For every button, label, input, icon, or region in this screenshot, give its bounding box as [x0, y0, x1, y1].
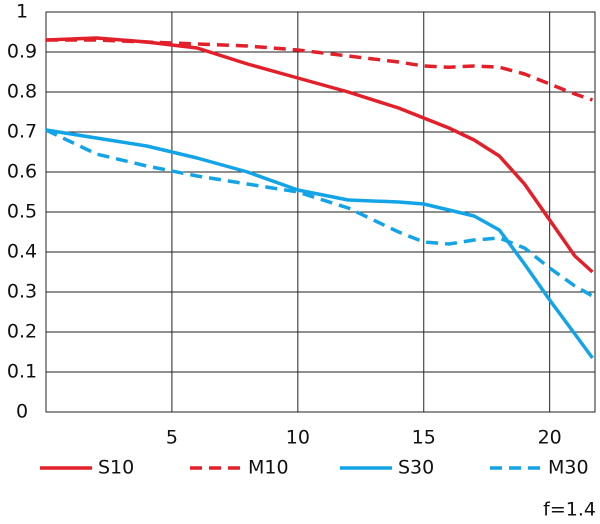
- y-tick-label: 0: [16, 401, 28, 423]
- y-tick-label: 0.5: [7, 201, 37, 223]
- legend-label: M30: [548, 457, 589, 479]
- legend-label: S10: [98, 457, 134, 479]
- series-line: [45, 128, 594, 360]
- x-tick-label: 5: [166, 427, 178, 449]
- y-tick-label: 0.7: [7, 121, 37, 143]
- x-tick-label: 10: [286, 427, 310, 449]
- series-line: [45, 128, 594, 298]
- x-tick-label: 15: [412, 427, 436, 449]
- y-tick-label: 0.9: [7, 41, 37, 63]
- series-line: [45, 36, 594, 274]
- legend-label: M10: [248, 457, 289, 479]
- y-tick-label: 0.1: [7, 361, 37, 383]
- y-tick-label: 0.8: [7, 81, 37, 103]
- y-tick-label: 0.6: [7, 161, 37, 183]
- annotation: f=1.4: [543, 499, 596, 521]
- legend-label: S30: [398, 457, 434, 479]
- y-tick-label: 0.2: [7, 321, 37, 343]
- y-tick-label: 0.4: [7, 241, 37, 263]
- x-tick-label: 20: [538, 427, 562, 449]
- series-line: [46, 38, 594, 102]
- y-tick-label: 1: [16, 1, 28, 23]
- y-tick-label: 0.3: [7, 281, 37, 303]
